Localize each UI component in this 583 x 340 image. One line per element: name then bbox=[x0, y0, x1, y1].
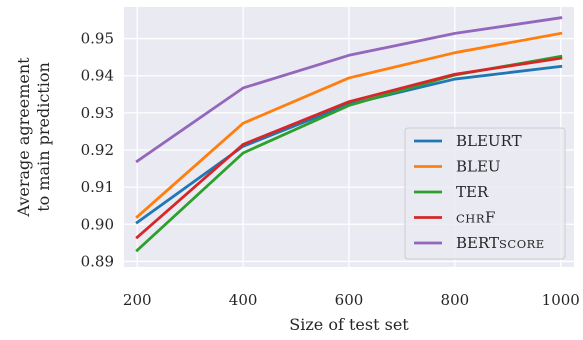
legend-items: BLEURT BLEU TER CHRF BERTSCORE bbox=[414, 132, 545, 252]
x-tick-label: 600 bbox=[335, 291, 364, 309]
legend-label-bleurt: BLEURT bbox=[456, 132, 522, 150]
y-tick-label: 0.90 bbox=[81, 215, 114, 233]
series-line-bleu bbox=[135, 31, 563, 219]
x-tick-label: 1000 bbox=[542, 291, 580, 309]
x-tick-label: 400 bbox=[229, 291, 258, 309]
y-axis-label-line2: to main prediction bbox=[34, 62, 53, 212]
y-tick-label: 0.94 bbox=[81, 67, 114, 85]
legend-box bbox=[404, 127, 566, 260]
x-tick-label: 200 bbox=[123, 291, 152, 309]
x-tick-labels: 200 400 600 800 1000 bbox=[123, 291, 580, 309]
legend-label-ter: TER bbox=[456, 183, 489, 201]
y-axis-label-line1: Average agreement bbox=[14, 57, 33, 218]
series-lines bbox=[135, 16, 563, 253]
legend-label-bleu: BLEU bbox=[456, 158, 501, 176]
series-line-chrf bbox=[135, 56, 563, 240]
y-tick-label: 0.91 bbox=[81, 178, 114, 196]
legend-label-bertscore: BERTSCORE bbox=[456, 234, 545, 252]
legend: BLEURT BLEU TER CHRF BERTSCORE bbox=[404, 127, 566, 260]
series-line-bertscore bbox=[135, 16, 563, 164]
x-tick-label: 800 bbox=[441, 291, 470, 309]
legend-label-chrf: CHRF bbox=[456, 209, 495, 227]
y-tick-label: 0.92 bbox=[81, 141, 114, 159]
y-tick-label: 0.89 bbox=[81, 252, 114, 270]
y-tick-label: 0.93 bbox=[81, 104, 114, 122]
x-axis-label: Size of test set bbox=[289, 315, 409, 334]
y-tick-label: 0.95 bbox=[81, 30, 114, 48]
y-tick-labels: 0.89 0.90 0.91 0.92 0.93 0.94 0.95 bbox=[81, 30, 114, 271]
